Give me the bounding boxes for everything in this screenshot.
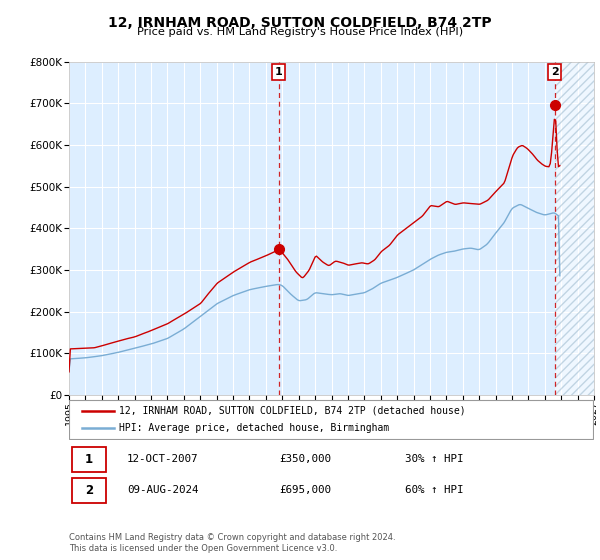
Text: Contains HM Land Registry data © Crown copyright and database right 2024.
This d: Contains HM Land Registry data © Crown c… — [69, 533, 395, 553]
Text: 2: 2 — [85, 484, 93, 497]
Bar — [555, 62, 594, 395]
Text: 2: 2 — [551, 67, 559, 77]
Text: 30% ↑ HPI: 30% ↑ HPI — [405, 454, 464, 464]
Text: Price paid vs. HM Land Registry's House Price Index (HPI): Price paid vs. HM Land Registry's House … — [137, 27, 463, 37]
FancyBboxPatch shape — [69, 400, 593, 439]
FancyBboxPatch shape — [71, 446, 106, 472]
Text: 1: 1 — [275, 67, 283, 77]
Text: HPI: Average price, detached house, Birmingham: HPI: Average price, detached house, Birm… — [119, 423, 389, 433]
Text: 60% ↑ HPI: 60% ↑ HPI — [405, 486, 464, 496]
Text: 12, IRNHAM ROAD, SUTTON COLDFIELD, B74 2TP: 12, IRNHAM ROAD, SUTTON COLDFIELD, B74 2… — [108, 16, 492, 30]
FancyBboxPatch shape — [71, 478, 106, 503]
Text: £350,000: £350,000 — [279, 454, 331, 464]
Text: 09-AUG-2024: 09-AUG-2024 — [127, 486, 198, 496]
Text: 12-OCT-2007: 12-OCT-2007 — [127, 454, 198, 464]
Text: 12, IRNHAM ROAD, SUTTON COLDFIELD, B74 2TP (detached house): 12, IRNHAM ROAD, SUTTON COLDFIELD, B74 2… — [119, 405, 466, 416]
Text: 1: 1 — [85, 452, 93, 465]
Text: £695,000: £695,000 — [279, 486, 331, 496]
